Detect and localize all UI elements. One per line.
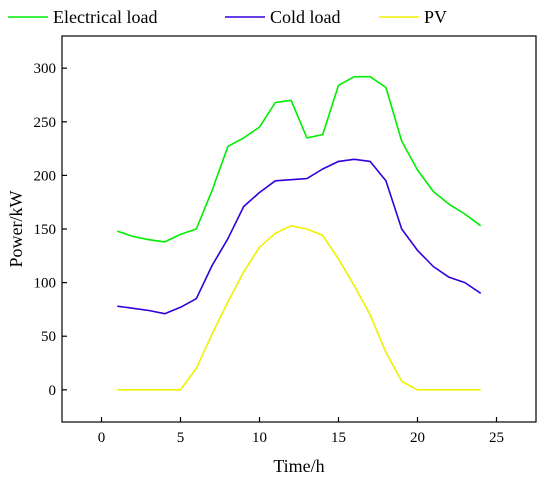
series-line-0 (117, 75, 482, 243)
y-tick-label: 150 (34, 222, 57, 238)
y-tick-label: 250 (34, 115, 57, 131)
y-tick-label: 300 (34, 61, 57, 77)
x-tick-label: 25 (489, 430, 504, 446)
x-tick-label: 0 (98, 430, 106, 446)
x-tick-label: 15 (331, 430, 346, 446)
legend: Electrical load Cold load PV (8, 7, 447, 27)
legend-label-1: Cold load (270, 7, 341, 27)
y-tick-label: 200 (34, 168, 57, 184)
x-tick-label: 10 (252, 430, 267, 446)
series-line-1 (117, 158, 482, 315)
x-tick-label: 5 (177, 430, 185, 446)
plot-frame (61, 35, 537, 423)
plot-series (117, 75, 482, 391)
x-tick-label: 20 (410, 430, 425, 446)
legend-label-2: PV (424, 7, 447, 27)
y-axis-title: Power/kW (6, 190, 26, 267)
x-axis-title: Time/h (273, 456, 324, 476)
series-line-2 (117, 225, 481, 391)
legend-label-0: Electrical load (53, 7, 157, 27)
y-tick-label: 0 (49, 383, 57, 399)
plot-axes (61, 35, 537, 423)
y-tick-label: 50 (41, 329, 56, 345)
y-tick-label: 100 (34, 276, 57, 292)
